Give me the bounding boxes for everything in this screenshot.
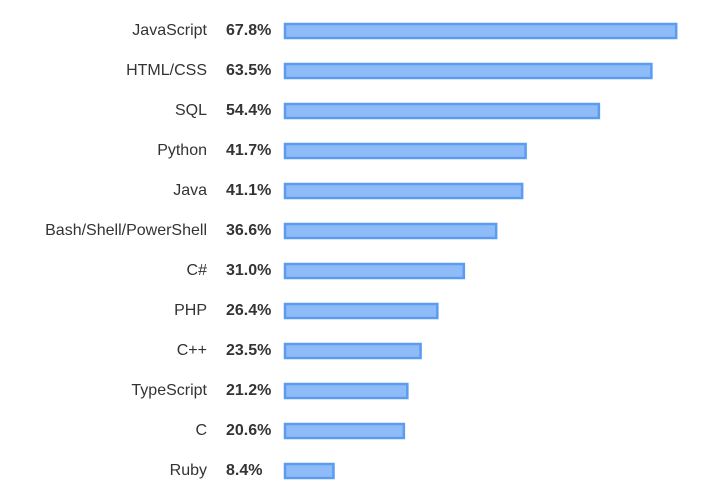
- value-label: 26.4%: [226, 302, 271, 319]
- category-label: C++: [177, 342, 207, 359]
- bar: [283, 142, 527, 160]
- category-label: Python: [157, 142, 207, 159]
- value-label: 23.5%: [226, 342, 271, 359]
- bar: [283, 22, 678, 40]
- bar: [283, 102, 601, 120]
- value-label: 67.8%: [226, 22, 271, 39]
- value-label: 21.2%: [226, 382, 271, 399]
- bar: [283, 302, 439, 320]
- value-label: 41.7%: [226, 142, 271, 159]
- category-label: TypeScript: [131, 382, 207, 399]
- bar: [283, 382, 409, 400]
- bar: [283, 62, 653, 80]
- bar: [283, 342, 422, 360]
- value-label: 54.4%: [226, 102, 271, 119]
- bar: [283, 462, 335, 480]
- category-label: JavaScript: [132, 22, 207, 39]
- bar: [283, 422, 406, 440]
- category-label: Ruby: [170, 462, 207, 479]
- category-label: Bash/Shell/PowerShell: [45, 222, 207, 239]
- bar: [283, 262, 466, 280]
- value-label: 41.1%: [226, 182, 271, 199]
- category-label: HTML/CSS: [126, 62, 207, 79]
- value-label: 63.5%: [226, 62, 271, 79]
- category-label: C#: [187, 262, 208, 279]
- category-label: Java: [173, 182, 207, 199]
- bar: [283, 222, 498, 240]
- category-label: SQL: [175, 102, 207, 119]
- value-label: 31.0%: [226, 262, 271, 279]
- category-label: C: [195, 422, 207, 439]
- value-label: 36.6%: [226, 222, 271, 239]
- bar: [283, 182, 524, 200]
- category-label: PHP: [174, 302, 207, 319]
- value-label: 8.4%: [226, 462, 262, 479]
- value-label: 20.6%: [226, 422, 271, 439]
